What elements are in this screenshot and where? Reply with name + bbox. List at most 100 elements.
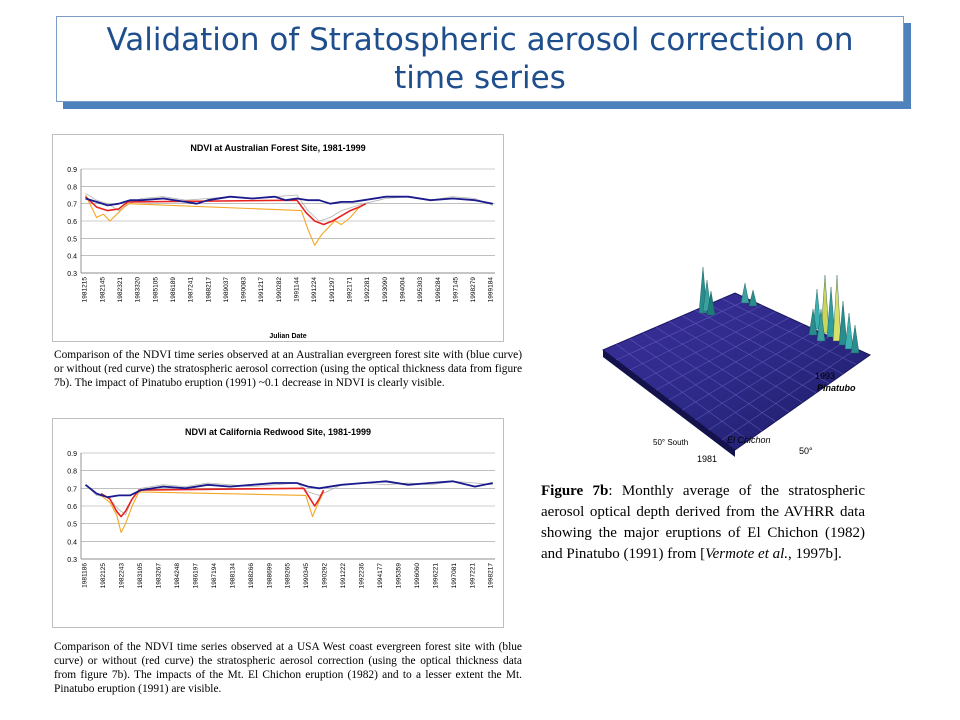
x-tick-label-0-19: 1995303 bbox=[417, 277, 424, 303]
caption-australian-forest: Comparison of the NDVI time series obser… bbox=[54, 349, 522, 389]
x-tick-label-1-13: 1990292 bbox=[322, 563, 329, 589]
series-line-0-0 bbox=[85, 192, 493, 222]
x-tick-label-0-11: 1990282 bbox=[276, 277, 283, 303]
aerosol-optical-depth-surface-plot: 1993 Pinatubo El Chichon 50° South 1981 … bbox=[602, 266, 871, 464]
x-tick-label-1-18: 1996060 bbox=[414, 563, 421, 589]
figure-7b-label: Figure 7b bbox=[541, 483, 609, 499]
y-tick-label-1-4: 0.7 bbox=[67, 486, 77, 493]
x-tick-label-0-10: 1991217 bbox=[258, 277, 265, 303]
x-tick-label-1-12: 1990345 bbox=[303, 563, 310, 589]
surface-grid-line-a9 bbox=[721, 298, 857, 365]
y-tick-label-0-6: 0.9 bbox=[67, 167, 77, 174]
label-1993: 1993 bbox=[815, 371, 835, 381]
x-tick-label-0-5: 1986189 bbox=[170, 277, 177, 303]
x-tick-label-0-15: 1992171 bbox=[347, 277, 354, 303]
series-line-1-3 bbox=[84, 480, 493, 499]
x-tick-label-0-17: 1993090 bbox=[382, 277, 389, 303]
x-tick-label-1-1: 1982125 bbox=[100, 563, 107, 589]
y-tick-label-0-0: 0.3 bbox=[67, 271, 77, 278]
surface-grid bbox=[616, 298, 857, 441]
x-tick-label-0-7: 1988217 bbox=[205, 277, 212, 303]
surface-peak-11 bbox=[850, 324, 860, 354]
surface-peak-4 bbox=[748, 289, 758, 307]
figure-7b-caption: Figure 7b: Monthly average of the strato… bbox=[541, 481, 865, 565]
label-1981: 1981 bbox=[697, 454, 717, 464]
surface-peak-7 bbox=[826, 286, 836, 338]
surface-peak-6 bbox=[820, 274, 830, 334]
chart-panel-california-redwood: NDVI at California Redwood Site, 1981-19… bbox=[52, 418, 504, 628]
y-tick-label-0-1: 0.4 bbox=[67, 254, 77, 261]
x-tick-label-1-0: 1981186 bbox=[82, 563, 89, 588]
x-tick-label-1-3: 1983105 bbox=[137, 563, 144, 589]
surface-peak-2 bbox=[706, 290, 716, 316]
x-tick-label-0-18: 1994004 bbox=[399, 277, 406, 303]
surface-grid-line-b9 bbox=[721, 348, 857, 441]
label-pinatubo: Pinatubo bbox=[817, 383, 856, 393]
x-tick-label-0-3: 1983320 bbox=[135, 277, 142, 303]
x-tick-label-1-6: 1986197 bbox=[192, 563, 199, 589]
slide-title-box: Validation of Stratospheric aerosol corr… bbox=[56, 16, 904, 102]
x-tick-label-0-4: 1985105 bbox=[152, 277, 159, 303]
chart-panel-australian-forest: NDVI at Australian Forest Site, 1981-199… bbox=[52, 134, 504, 342]
x-tick-label-0-13: 1991224 bbox=[311, 277, 318, 303]
surface-peak-3 bbox=[740, 282, 750, 304]
x-tick-label-0-20: 1996284 bbox=[435, 277, 442, 303]
x-tick-label-1-21: 1997221 bbox=[469, 563, 476, 589]
surface-grid-line-b6 bbox=[682, 329, 817, 411]
label-el-chichon: El Chichon bbox=[727, 435, 771, 445]
surface-peak-10 bbox=[844, 312, 854, 350]
label-50-north: 50° bbox=[799, 446, 813, 456]
x-tick-label-1-15: 1992236 bbox=[359, 563, 366, 589]
x-axis-label-0: Julian Date bbox=[269, 333, 306, 340]
ndvi-australia-chart: NDVI at Australian Forest Site, 1981-199… bbox=[67, 143, 495, 340]
x-tick-label-1-17: 1995359 bbox=[395, 563, 402, 589]
series-line-1-0 bbox=[85, 480, 493, 516]
x-tick-label-0-14: 1991297 bbox=[329, 277, 336, 303]
x-tick-label-0-2: 1982321 bbox=[117, 277, 124, 303]
series-line-0-2 bbox=[84, 196, 367, 226]
surface-grid-line-a7 bbox=[695, 309, 830, 384]
y-tick-label-1-1: 0.4 bbox=[67, 539, 77, 546]
x-tick-label-0-12: 1991144 bbox=[294, 277, 301, 302]
y-tick-label-1-5: 0.8 bbox=[67, 469, 77, 476]
surface-peak-5 bbox=[812, 288, 822, 330]
ndvi-california-chart: NDVI at California Redwood Site, 1981-19… bbox=[67, 427, 495, 589]
y-tick-label-0-3: 0.6 bbox=[67, 219, 77, 226]
surface-peak-9 bbox=[838, 300, 848, 346]
surface-peak-8 bbox=[832, 274, 842, 342]
x-tick-label-0-9: 1990083 bbox=[241, 277, 248, 303]
y-tick-label-1-3: 0.6 bbox=[67, 504, 77, 511]
x-tick-label-1-14: 1991222 bbox=[340, 563, 347, 589]
x-tick-label-0-8: 1989037 bbox=[223, 277, 230, 303]
x-tick-label-0-23: 1999184 bbox=[488, 277, 495, 303]
surface-grid-line-b8 bbox=[708, 342, 844, 431]
y-tick-label-0-2: 0.5 bbox=[67, 236, 77, 243]
surface-grid-line-a8 bbox=[708, 304, 844, 375]
x-tick-label-1-16: 1994177 bbox=[377, 563, 384, 589]
x-tick-label-0-6: 1987241 bbox=[188, 277, 195, 303]
x-tick-label-1-9: 1988266 bbox=[248, 563, 255, 589]
x-tick-label-1-19: 1996221 bbox=[432, 563, 439, 589]
y-tick-label-1-0: 0.3 bbox=[67, 557, 77, 564]
x-tick-label-1-4: 1983267 bbox=[156, 563, 163, 589]
y-tick-label-0-4: 0.7 bbox=[67, 202, 77, 209]
x-tick-label-1-8: 1988134 bbox=[229, 563, 236, 589]
x-tick-label-0-22: 1998279 bbox=[470, 277, 477, 303]
surface-floor bbox=[602, 292, 871, 451]
y-tick-label-1-2: 0.5 bbox=[67, 522, 77, 529]
y-tick-label-0-5: 0.8 bbox=[67, 184, 77, 191]
surface-grid-line-b5 bbox=[668, 323, 803, 401]
x-tick-label-1-10: 1988699 bbox=[266, 563, 273, 589]
chart-title-1: NDVI at California Redwood Site, 1981-19… bbox=[185, 427, 371, 437]
figure-7b-text: : Monthly average of the stratospheric a… bbox=[541, 483, 865, 562]
x-tick-label-0-21: 1997145 bbox=[452, 277, 459, 303]
x-tick-label-1-2: 1982243 bbox=[119, 563, 126, 589]
slide-title: Validation of Stratospheric aerosol corr… bbox=[106, 22, 854, 96]
series-line-0-3 bbox=[85, 195, 493, 207]
surface-peak-13 bbox=[816, 308, 826, 342]
x-tick-label-1-7: 1987194 bbox=[211, 563, 218, 589]
x-tick-label-1-20: 1997081 bbox=[451, 563, 458, 589]
figure-7b-text-end: , 1997b]. bbox=[788, 546, 842, 562]
surface-peak-12 bbox=[808, 308, 818, 336]
x-tick-label-1-5: 1984248 bbox=[174, 563, 181, 589]
